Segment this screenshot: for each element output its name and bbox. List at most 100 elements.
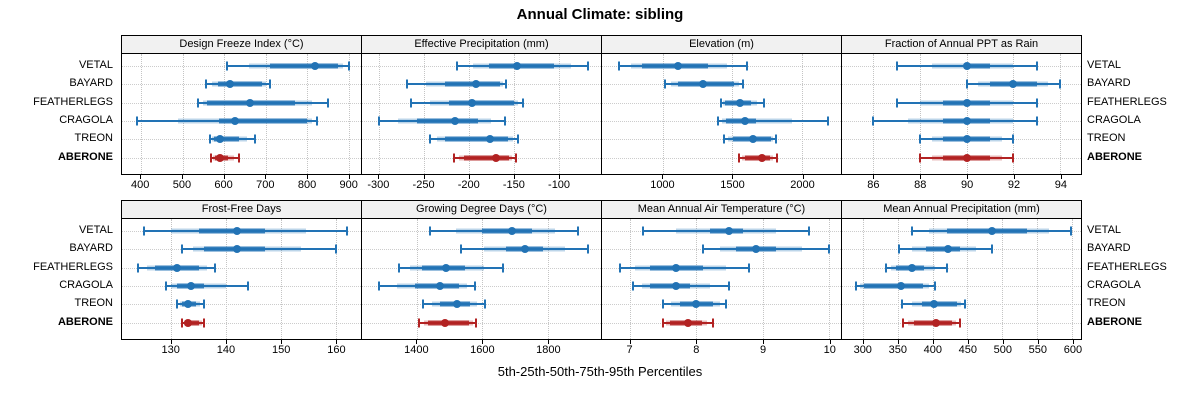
cap-95th-treon — [203, 299, 206, 309]
station-label-featherlegs: FEATHERLEGS — [33, 260, 113, 273]
panel-strip-frost-free-days: Frost-Free Days — [122, 201, 361, 219]
tick-mark — [696, 340, 698, 344]
axis-growing-degree-days-c: 1400 1600 1800 — [361, 340, 601, 359]
panel-strip-effective-precipitation-mm: Effective Precipitation (mm) — [362, 36, 601, 54]
tick-label: 450 — [958, 344, 978, 356]
cap-5th-bayard — [205, 79, 208, 89]
range-25-75-vetal — [198, 228, 265, 234]
median-dot-aberone — [683, 318, 692, 327]
station-labels-right: VETAL BAYARD FEATHERLEGS CRAGOLA TREON ABERON… — [1085, 218, 1199, 338]
median-dot-featherlegs — [246, 98, 255, 107]
median-dot-cragola — [672, 282, 681, 291]
median-dot-treon — [183, 300, 192, 309]
tick-mark — [140, 175, 142, 179]
station-label-bayard: BAYARD — [69, 242, 113, 255]
median-dot-treon — [749, 135, 758, 144]
cap-5th-cragola — [854, 281, 857, 291]
cap-5th-aberone — [738, 153, 741, 163]
cap-95th-vetal — [587, 61, 590, 71]
cap-95th-vetal — [346, 226, 349, 236]
axis-mean-annual-precipitation-mm: 300 350 400 450 500 550 600 — [842, 340, 1082, 359]
cap-95th-aberone — [775, 153, 778, 163]
tick-mark — [862, 340, 864, 344]
tick-label: 900 — [339, 179, 358, 191]
gridline-vertical — [468, 54, 470, 174]
cap-5th-featherlegs — [884, 263, 887, 273]
gridline-vertical — [224, 54, 226, 174]
cap-95th-cragola — [1035, 116, 1038, 126]
cap-95th-treon — [483, 299, 486, 309]
tick-mark — [548, 340, 550, 344]
range-25-75-vetal — [269, 63, 339, 69]
tick-mark — [897, 340, 899, 344]
station-label-featherlegs: FEATHERLEGS — [1087, 260, 1167, 273]
range-25-75-treon — [213, 136, 239, 142]
cap-5th-treon — [422, 299, 425, 309]
median-dot-treon — [962, 135, 971, 144]
station-label-aberone: ABERONE — [57, 150, 113, 163]
cap-5th-cragola — [164, 281, 167, 291]
cap-5th-bayard — [460, 244, 463, 254]
gridline-horizontal — [602, 139, 841, 141]
panel-fraction-of-annual-ppt-as-rain: Fraction of Annual PPT as Rain — [842, 36, 1081, 174]
tick-mark — [513, 175, 515, 179]
panel-mean-annual-precipitation-mm: Mean Annual Precipitation (mm) — [842, 201, 1081, 339]
range-25-75-cragola — [863, 283, 923, 289]
tick-mark — [482, 340, 484, 344]
cap-5th-treon — [662, 299, 665, 309]
cap-95th-aberone — [514, 153, 517, 163]
tick-label: 86 — [867, 179, 880, 191]
gridline-vertical — [379, 54, 381, 174]
cap-95th-bayard — [990, 244, 993, 254]
gridline-vertical — [966, 54, 968, 174]
cap-5th-aberone — [901, 318, 904, 328]
range-5-95-cragola — [165, 285, 249, 288]
panel-growing-degree-days-c: Growing Degree Days (°C) — [362, 201, 601, 339]
tick-label: 350 — [888, 344, 907, 356]
range-25-75-vetal — [488, 63, 555, 69]
gridline-vertical — [1013, 54, 1015, 174]
median-dot-vetal — [310, 62, 319, 70]
station-label-cragola: CRAGOLA — [59, 279, 113, 292]
cap-95th-featherlegs — [748, 263, 751, 273]
tick-mark — [629, 340, 631, 344]
tick-label: -100 — [548, 179, 571, 191]
cap-95th-aberone — [959, 318, 962, 328]
tick-mark — [732, 175, 734, 179]
tick-label: 300 — [853, 344, 872, 356]
gridline-horizontal — [362, 322, 601, 324]
median-dot-bayard — [699, 80, 708, 89]
tick-mark — [181, 175, 183, 179]
cap-5th-featherlegs — [720, 98, 723, 108]
station-label-cragola: CRAGOLA — [59, 114, 113, 127]
gridline-vertical — [548, 219, 550, 339]
gridline-vertical — [932, 219, 934, 339]
cap-5th-aberone — [418, 318, 421, 328]
cap-95th-featherlegs — [521, 98, 524, 108]
tick-label: 400 — [130, 179, 150, 191]
gridline-vertical — [182, 54, 184, 174]
tick-label: 130 — [161, 344, 180, 356]
cap-95th-featherlegs — [501, 263, 504, 273]
panel-plot-effective-precipitation-mm — [362, 54, 601, 174]
median-dot-vetal — [962, 62, 971, 70]
panel-plot-elevation-m — [602, 54, 841, 174]
tick-mark — [281, 340, 283, 344]
tick-mark — [225, 340, 227, 344]
median-dot-featherlegs — [907, 263, 916, 272]
gridline-vertical — [423, 54, 425, 174]
cap-5th-treon — [900, 299, 903, 309]
range-25-75-aberone — [744, 155, 770, 161]
gridline-vertical — [873, 54, 875, 174]
station-label-vetal: VETAL — [1087, 224, 1122, 236]
cap-5th-aberone — [181, 318, 184, 328]
tick-label: 600 — [1063, 344, 1083, 356]
panel-design-freeze-index-c: Design Freeze Index (°C) — [122, 36, 361, 174]
tick-label: 400 — [923, 344, 942, 356]
tick-mark — [423, 175, 425, 179]
gridline-vertical — [558, 54, 560, 174]
gridline-vertical — [897, 219, 899, 339]
panel-band-top: VETAL BAYARD FEATHERLEGS CRAGOLA TREON ABERON… — [0, 35, 1200, 195]
median-dot-vetal — [513, 62, 522, 70]
cap-95th-cragola — [473, 281, 476, 291]
